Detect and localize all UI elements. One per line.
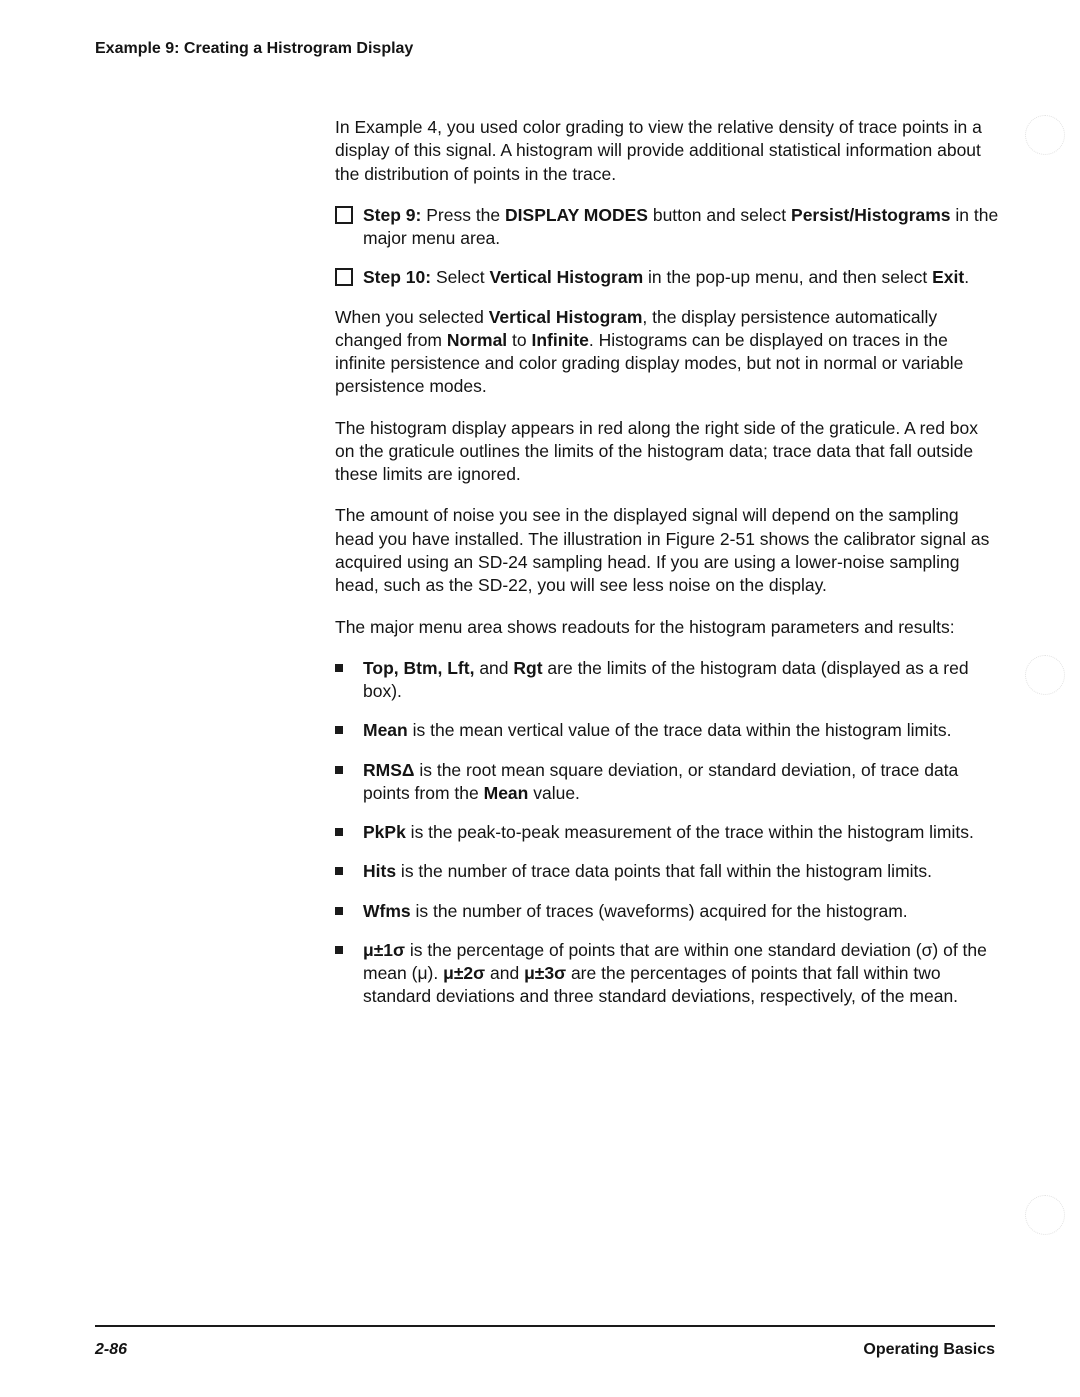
- paragraph-readouts: The major menu area shows readouts for t…: [335, 616, 1000, 639]
- list-item: μ±1σ is the percentage of points that ar…: [335, 939, 1000, 1009]
- page-footer: 2-86 Operating Basics: [95, 1341, 995, 1359]
- punch-hole-icon: [1025, 655, 1065, 695]
- page-container: Example 9: Creating a Histrogram Display…: [0, 0, 1080, 1397]
- page-number: 2-86: [95, 1341, 127, 1359]
- page-header: Example 9: Creating a Histrogram Display: [95, 40, 1020, 58]
- list-item: Hits is the number of trace data points …: [335, 860, 1000, 883]
- paragraph-noise: The amount of noise you see in the displ…: [335, 504, 1000, 597]
- bullet-icon: [335, 867, 343, 875]
- bullet-list: Top, Btm, Lft, and Rgt are the limits of…: [335, 657, 1000, 1009]
- list-item: Top, Btm, Lft, and Rgt are the limits of…: [335, 657, 1000, 704]
- checkbox-icon: [335, 206, 353, 224]
- punch-hole-icon: [1025, 115, 1065, 155]
- step-10-label: Step 10:: [363, 267, 431, 287]
- list-item: PkPk is the peak-to-peak measurement of …: [335, 821, 1000, 844]
- step-9-text: Step 9: Press the DISPLAY MODES button a…: [363, 204, 1000, 251]
- paragraph-persistence: When you selected Vertical Histogram, th…: [335, 306, 1000, 399]
- list-item: RMSΔ is the root mean square deviation, …: [335, 759, 1000, 806]
- step-10-text: Step 10: Select Vertical Histogram in th…: [363, 266, 969, 289]
- bullet-icon: [335, 664, 343, 672]
- paragraph-redbox: The histogram display appears in red alo…: [335, 417, 1000, 487]
- intro-paragraph: In Example 4, you used color grading to …: [335, 116, 1000, 186]
- list-item: Mean is the mean vertical value of the t…: [335, 719, 1000, 742]
- bullet-icon: [335, 828, 343, 836]
- step-10: Step 10: Select Vertical Histogram in th…: [335, 266, 1000, 289]
- footer-rule: [95, 1325, 995, 1327]
- bullet-icon: [335, 766, 343, 774]
- content-column: In Example 4, you used color grading to …: [335, 116, 1000, 1009]
- bullet-icon: [335, 907, 343, 915]
- step-9: Step 9: Press the DISPLAY MODES button a…: [335, 204, 1000, 251]
- bullet-icon: [335, 946, 343, 954]
- list-item: Wfms is the number of traces (waveforms)…: [335, 900, 1000, 923]
- section-name: Operating Basics: [863, 1341, 995, 1359]
- punch-hole-icon: [1025, 1195, 1065, 1235]
- checkbox-icon: [335, 268, 353, 286]
- step-9-label: Step 9:: [363, 205, 421, 225]
- bullet-icon: [335, 726, 343, 734]
